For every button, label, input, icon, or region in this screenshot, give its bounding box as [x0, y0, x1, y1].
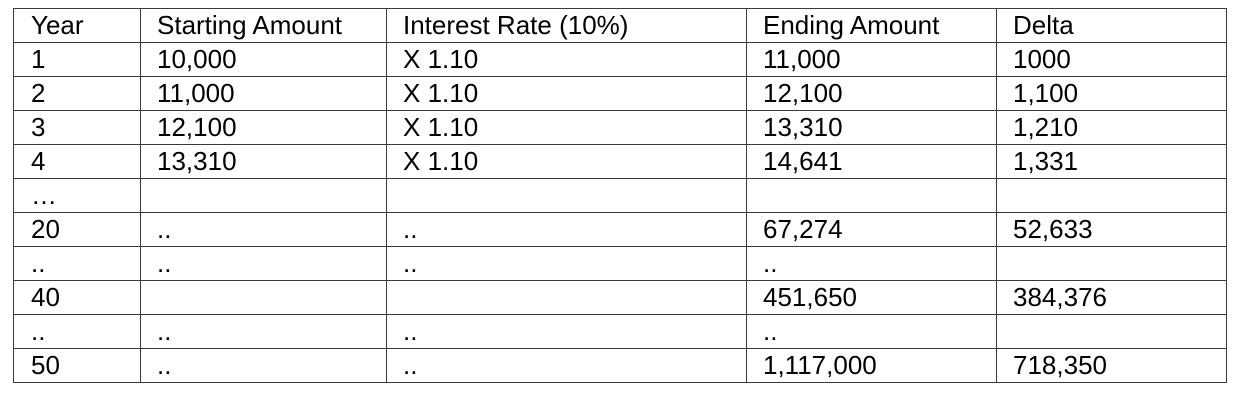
cell-ending-amount: 451,650 [746, 280, 997, 315]
cell-ending-amount: 1,117,000 [746, 348, 997, 383]
cell-interest-rate: X 1.10 [386, 144, 747, 179]
cell-starting-amount: .. [140, 348, 387, 383]
compound-interest-table: Year Starting Amount Interest Rate (10%)… [13, 8, 1227, 383]
cell-delta: 1000 [996, 42, 1227, 77]
cell-delta: 718,350 [996, 348, 1227, 383]
cell-interest-rate: X 1.10 [386, 110, 747, 145]
cell-interest-rate: X 1.10 [386, 76, 747, 111]
table-row: 20 .. .. 67,274 52,633 [13, 212, 1227, 247]
cell-ending-amount: 12,100 [746, 76, 997, 111]
cell-year: … [13, 178, 141, 213]
header-delta: Delta [996, 8, 1227, 43]
cell-ending-amount: .. [746, 246, 997, 281]
cell-year: .. [13, 314, 141, 349]
table-row: .. .. .. .. [13, 246, 1227, 281]
table-row: 3 12,100 X 1.10 13,310 1,210 [13, 110, 1227, 145]
cell-interest-rate: .. [386, 212, 747, 247]
cell-starting-amount: .. [140, 246, 387, 281]
cell-starting-amount [140, 280, 387, 315]
cell-delta: 52,633 [996, 212, 1227, 247]
cell-delta: 1,210 [996, 110, 1227, 145]
cell-year: 40 [13, 280, 141, 315]
cell-interest-rate [386, 280, 747, 315]
cell-year: 20 [13, 212, 141, 247]
cell-interest-rate: .. [386, 314, 747, 349]
cell-ending-amount [746, 178, 997, 213]
cell-starting-amount: .. [140, 212, 387, 247]
cell-year: 3 [13, 110, 141, 145]
cell-starting-amount: 10,000 [140, 42, 387, 77]
cell-ending-amount: 67,274 [746, 212, 997, 247]
cell-ending-amount: 11,000 [746, 42, 997, 77]
table-row: … [13, 178, 1227, 213]
cell-year: 2 [13, 76, 141, 111]
cell-interest-rate [386, 178, 747, 213]
cell-year: .. [13, 246, 141, 281]
table-row: 50 .. .. 1,117,000 718,350 [13, 348, 1227, 383]
cell-delta [996, 178, 1227, 213]
cell-delta [996, 246, 1227, 281]
table-row: 4 13,310 X 1.10 14,641 1,331 [13, 144, 1227, 179]
header-starting-amount: Starting Amount [140, 8, 387, 43]
cell-starting-amount: 11,000 [140, 76, 387, 111]
cell-year: 50 [13, 348, 141, 383]
header-ending-amount: Ending Amount [746, 8, 997, 43]
cell-interest-rate: .. [386, 246, 747, 281]
cell-delta: 1,331 [996, 144, 1227, 179]
cell-year: 1 [13, 42, 141, 77]
cell-starting-amount: 12,100 [140, 110, 387, 145]
cell-starting-amount: 13,310 [140, 144, 387, 179]
table-row: 40 451,650 384,376 [13, 280, 1227, 315]
table-row: 2 11,000 X 1.10 12,100 1,100 [13, 76, 1227, 111]
cell-ending-amount: .. [746, 314, 997, 349]
header-year: Year [13, 8, 141, 43]
header-interest-rate: Interest Rate (10%) [386, 8, 747, 43]
cell-interest-rate: .. [386, 348, 747, 383]
cell-starting-amount [140, 178, 387, 213]
table-row: 1 10,000 X 1.10 11,000 1000 [13, 42, 1227, 77]
cell-delta: 384,376 [996, 280, 1227, 315]
cell-ending-amount: 14,641 [746, 144, 997, 179]
header-row: Year Starting Amount Interest Rate (10%)… [13, 8, 1227, 43]
cell-delta: 1,100 [996, 76, 1227, 111]
cell-delta [996, 314, 1227, 349]
cell-ending-amount: 13,310 [746, 110, 997, 145]
cell-year: 4 [13, 144, 141, 179]
cell-interest-rate: X 1.10 [386, 42, 747, 77]
cell-starting-amount: .. [140, 314, 387, 349]
table-row: .. .. .. .. [13, 314, 1227, 349]
